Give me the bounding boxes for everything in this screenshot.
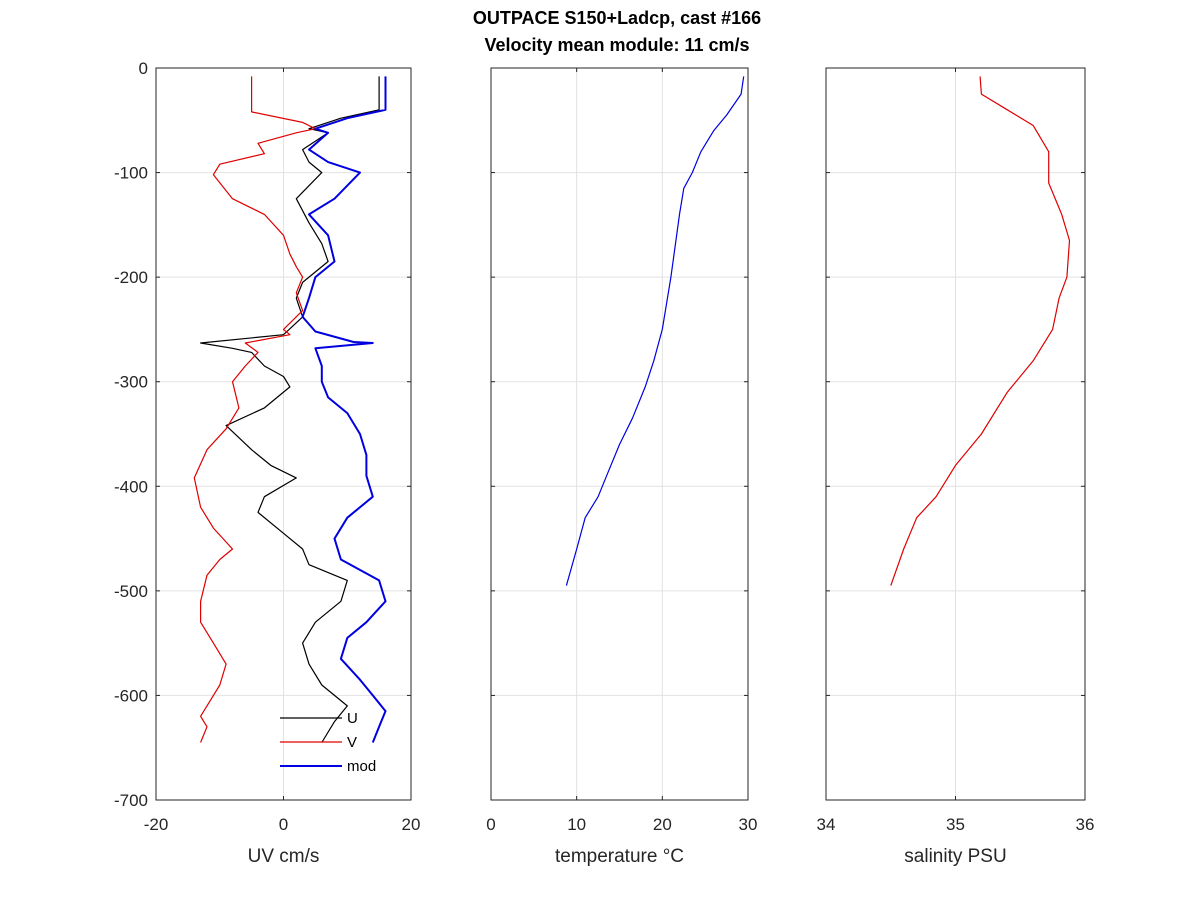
x-tick-label: 35: [946, 815, 965, 834]
y-tick-label: 0: [139, 59, 148, 78]
y-tick-label: -100: [114, 164, 148, 183]
series-line-panel3: [890, 76, 1071, 586]
x-tick-label: 10: [567, 815, 586, 834]
x-tick-label: 20: [653, 815, 672, 834]
series-line-mod: [301, 76, 387, 743]
y-tick-label: -500: [114, 582, 148, 601]
x-tick-label: 36: [1076, 815, 1095, 834]
axes-box: [490, 67, 749, 801]
series-line-v: [193, 76, 316, 743]
x-tick-label: 0: [279, 815, 288, 834]
x-axis-label: salinity PSU: [904, 846, 1006, 867]
plot-area: [491, 68, 748, 800]
x-tick-label: 20: [402, 815, 421, 834]
x-tick-label: 34: [817, 815, 836, 834]
x-axis-label: UV cm/s: [248, 846, 320, 867]
x-axis-label: temperature °C: [555, 846, 684, 867]
y-tick-label: -200: [114, 268, 148, 287]
x-tick-label: 30: [739, 815, 758, 834]
chart-title-line-1: OUTPACE S150+Ladcp, cast #166: [473, 8, 761, 28]
series-line-panel2: [565, 76, 745, 586]
panel-3: 34 35 36 salinity PSU: [817, 67, 1095, 867]
legend-label-v: V: [347, 734, 357, 751]
y-tick-label: -600: [114, 686, 148, 705]
x-tick-label: 0: [486, 815, 495, 834]
x-tick-label: -20: [144, 815, 169, 834]
chart-title-line-2: Velocity mean module: 11 cm/s: [484, 35, 749, 55]
series-line-u: [200, 76, 380, 743]
legend-label-mod: mod: [347, 758, 376, 775]
y-tick-label: -400: [114, 477, 148, 496]
y-tick-label: -300: [114, 373, 148, 392]
y-tick-label: -700: [114, 791, 148, 810]
panel-2: 0 10 20 30 temperature °C: [486, 67, 758, 867]
legend-label-u: U: [347, 710, 358, 727]
